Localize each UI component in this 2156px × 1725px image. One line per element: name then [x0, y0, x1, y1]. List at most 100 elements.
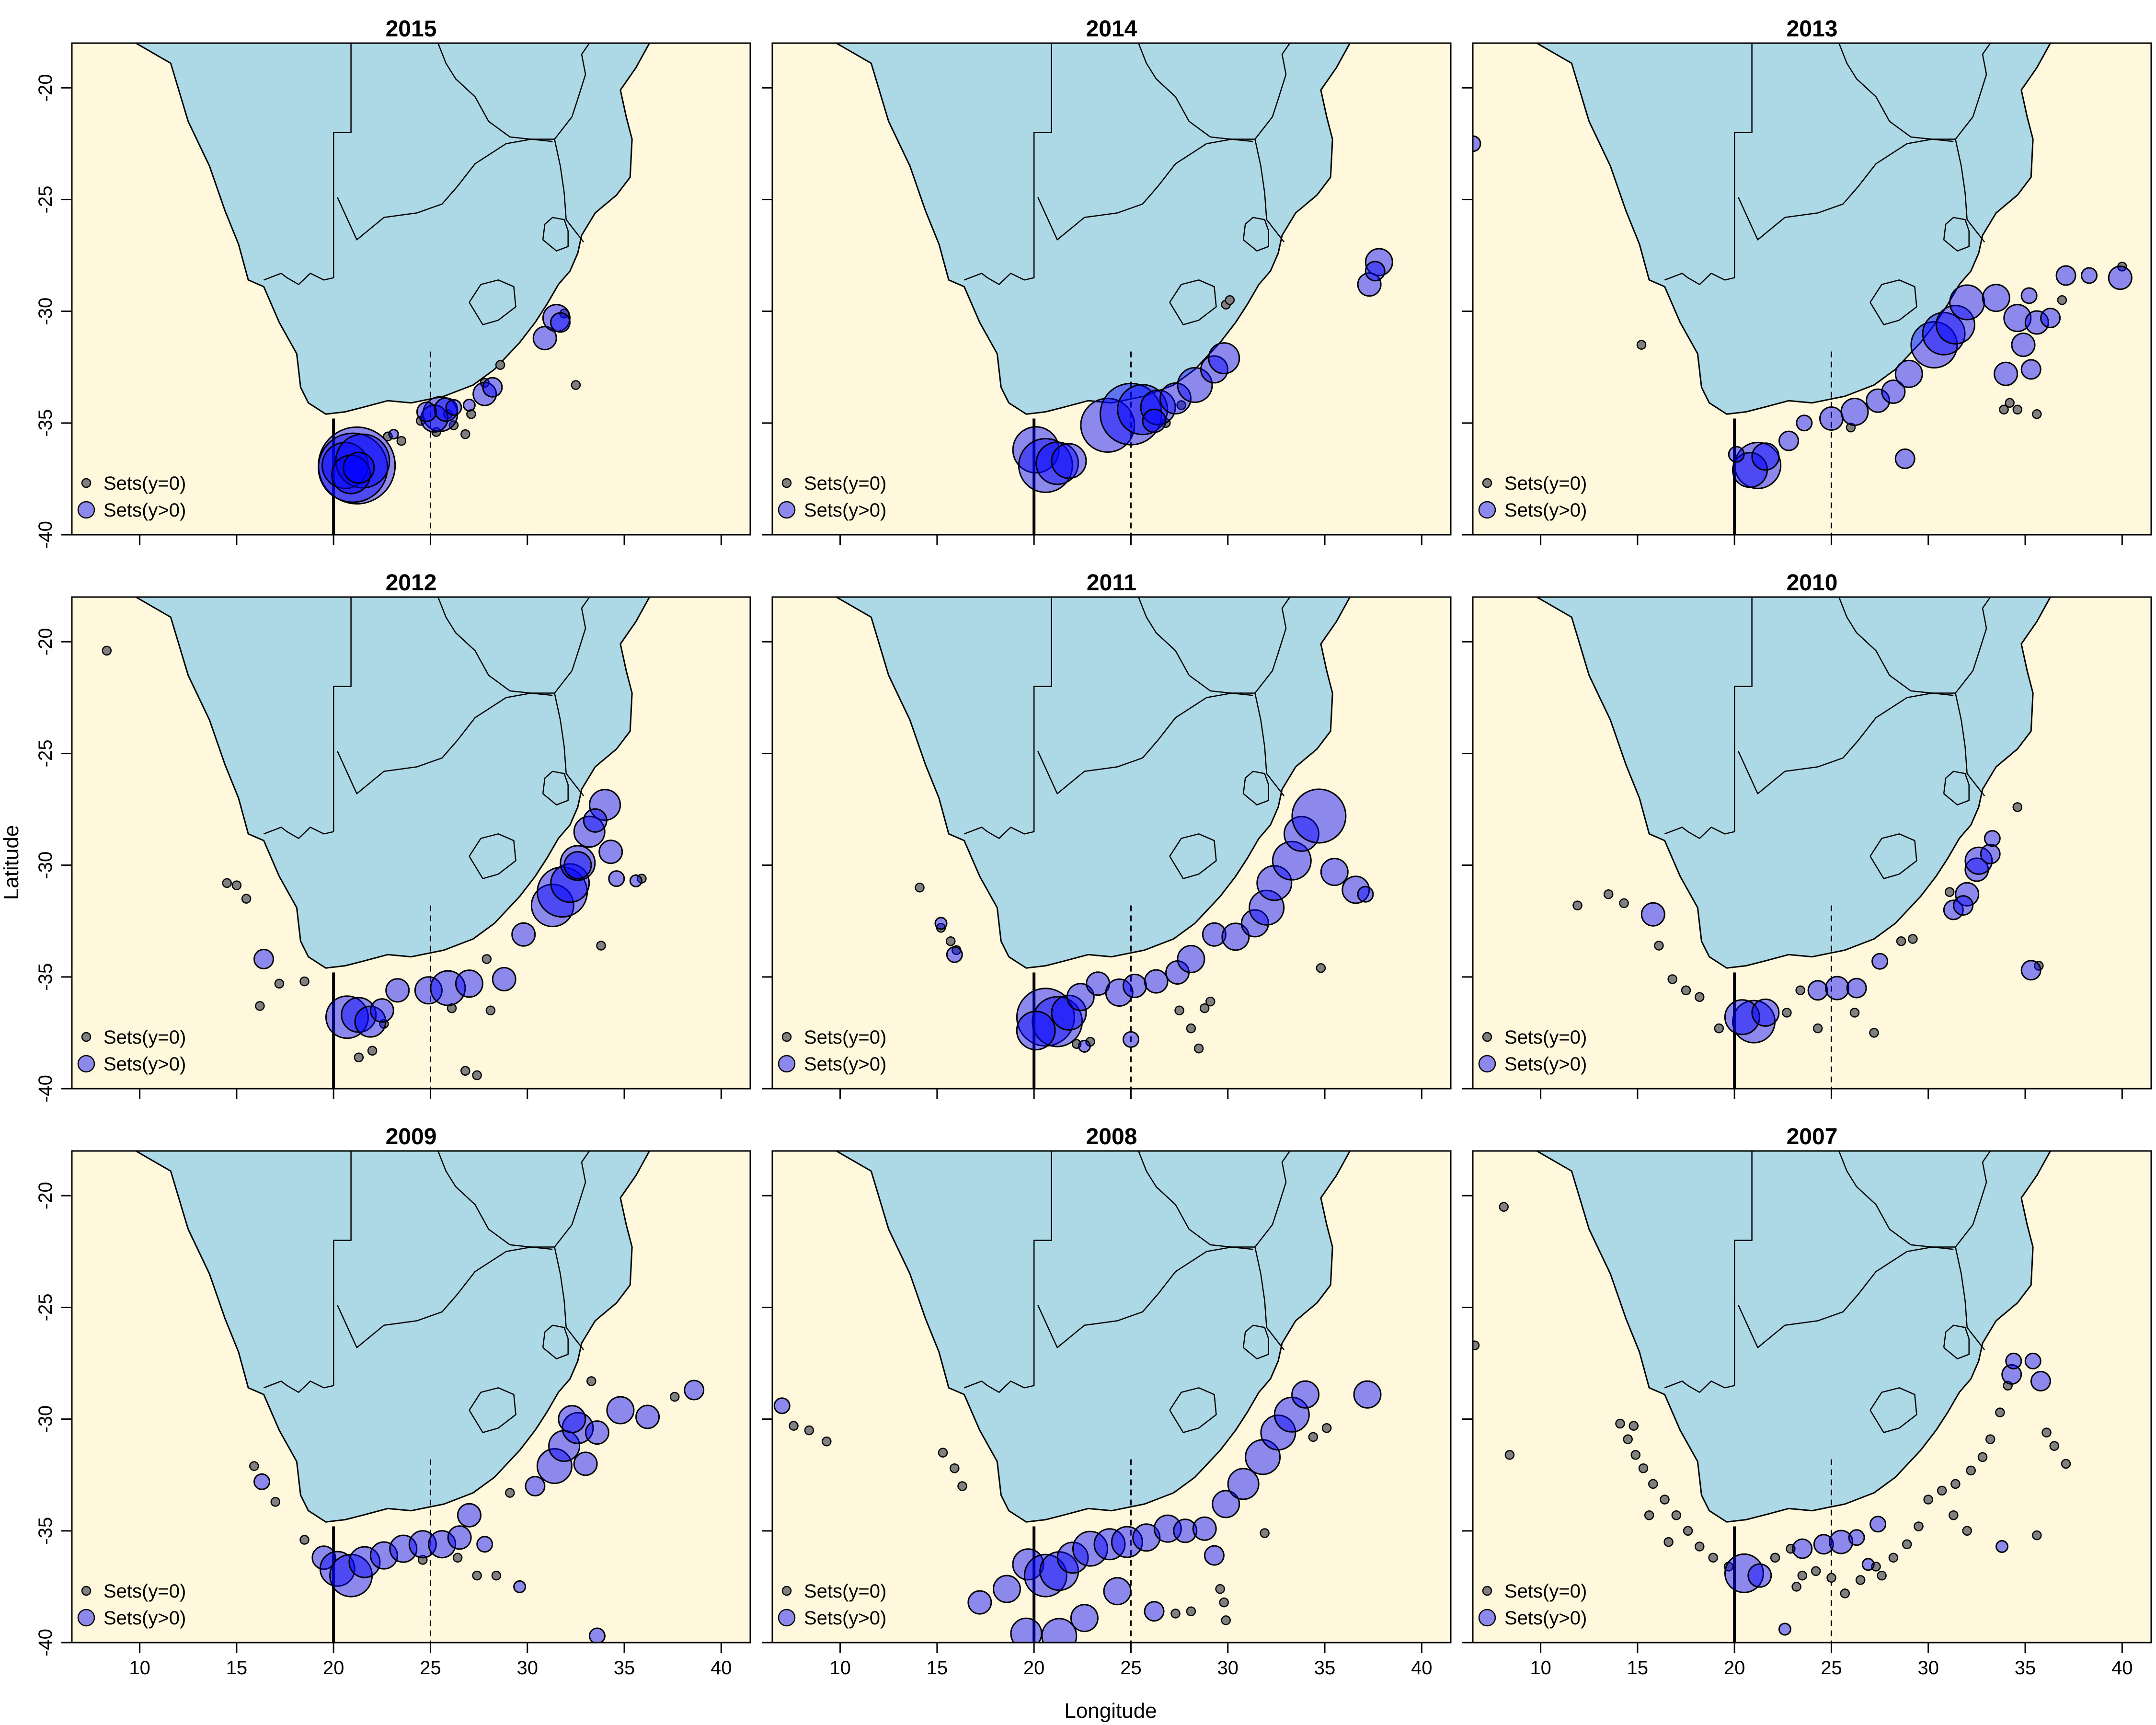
zero-set-point	[383, 431, 393, 442]
positive-set-point	[532, 326, 557, 351]
positive-set-point	[1792, 1538, 1813, 1559]
x-tick-label: 25	[1120, 1657, 1142, 1679]
country-border	[1838, 1151, 1912, 1245]
positive-set-point	[2020, 287, 2038, 304]
positive-set-point	[1994, 361, 2018, 386]
zero-set-point	[460, 1066, 470, 1076]
x-tick-label: 35	[614, 1657, 635, 1679]
positive-set-point	[1365, 261, 1386, 282]
country-border	[1738, 692, 1956, 794]
country-border	[554, 1151, 590, 1248]
positive-set-point	[348, 1546, 381, 1578]
positive-set-point	[1016, 1011, 1056, 1051]
country-border	[264, 195, 334, 285]
panel-2012: 2012 Sets(y=0) Sets(y>0) -20 -25 -30 -35 -40	[35, 570, 751, 1103]
zero-set-point	[482, 954, 492, 964]
positive-set-point	[1980, 843, 2001, 864]
zero-set-point	[2049, 1441, 2059, 1451]
x-tick-label: 40	[711, 1657, 732, 1679]
positive-set-point	[525, 1476, 546, 1496]
positive-set-point	[550, 312, 571, 333]
zero-set-point	[1219, 1597, 1229, 1608]
zero-set-point	[495, 360, 505, 370]
positive-set-point	[598, 840, 623, 864]
positive-set-point	[1778, 430, 1799, 451]
positive-set-point	[2005, 1352, 2022, 1369]
country-border	[1210, 136, 1253, 142]
positive-set-point	[1208, 342, 1240, 375]
land-outline	[1473, 597, 2151, 1089]
panel-title: 2007	[1787, 1124, 1838, 1150]
plot-area	[1473, 43, 2151, 535]
zero-set-point	[231, 880, 242, 890]
legend-zero-label: Sets(y=0)	[103, 473, 186, 494]
legend-zero-symbol	[81, 478, 92, 488]
positive-set-point	[408, 1530, 437, 1559]
zero-set-point	[1902, 1539, 1912, 1550]
zero-set-point	[1770, 1552, 1780, 1563]
zero-set-point	[1995, 1407, 2005, 1417]
legend-positive-symbol	[778, 1609, 796, 1627]
country-border	[1033, 597, 1052, 749]
country-border	[510, 690, 553, 696]
panel-title: 2008	[1086, 1124, 1137, 1150]
positive-set-point	[1320, 858, 1349, 886]
country-border	[1210, 690, 1253, 696]
panel-2013: 2013 Sets(y=0) Sets(y>0)	[1462, 16, 2152, 545]
positive-set-point	[1192, 1516, 1217, 1541]
positive-set-point	[1807, 980, 1828, 1001]
country-border	[964, 1303, 1035, 1393]
country-border	[264, 1303, 334, 1393]
plot-area	[72, 43, 750, 535]
country-border	[1254, 1151, 1291, 1248]
legend-zero-label: Sets(y=0)	[1504, 1027, 1587, 1048]
zero-set-point	[1636, 340, 1647, 350]
y-tick-label: -25	[35, 740, 56, 768]
y-tick-label: -40	[35, 521, 56, 549]
positive-set-point	[550, 863, 590, 903]
panel-title: 2012	[386, 570, 437, 596]
positive-set-point	[967, 1590, 992, 1615]
panel-frame	[1472, 596, 2152, 1090]
legend: Sets(y=0) Sets(y>0)	[778, 1027, 886, 1075]
positive-set-point	[1825, 976, 1850, 1000]
legend-zero-label: Sets(y=0)	[804, 1027, 886, 1048]
panel-2011: 2011 Sets(y=0) Sets(y>0)	[762, 570, 1452, 1099]
zero-set-point	[1499, 1202, 1509, 1212]
positive-set-point	[1291, 788, 1347, 844]
positive-set-point	[1796, 414, 1813, 432]
legend-zero-symbol	[81, 1032, 92, 1042]
zero-set-point	[1855, 1575, 1866, 1585]
country-border	[1911, 136, 1954, 142]
country-border	[333, 1151, 352, 1303]
country-border	[1955, 139, 1985, 242]
zero-set-point	[1840, 1588, 1850, 1598]
legend-positive-symbol	[1478, 1055, 1496, 1073]
zero-set-point	[1648, 1479, 1658, 1489]
positive-set-point	[1035, 441, 1079, 485]
x-tick-label: 15	[226, 1657, 248, 1679]
y-axis: -20 -25 -30 -35 -40	[35, 74, 72, 549]
zero-set-point	[2057, 295, 2067, 305]
positive-set-point	[482, 377, 503, 398]
panel-frame	[71, 1150, 751, 1644]
legend-zero-symbol	[1482, 1586, 1492, 1596]
zero-set-point	[1176, 400, 1186, 410]
zero-set-point	[1937, 1485, 1947, 1496]
land-outline	[772, 43, 1451, 535]
panel-2015: 2015 Sets(y=0) Sets(y>0) -20 -25 -30 -35 -40	[35, 16, 751, 549]
positive-set-point	[1177, 945, 1205, 973]
zero-set-point	[1683, 1526, 1693, 1536]
country-border	[1733, 1151, 1753, 1303]
positive-set-point	[1256, 865, 1293, 901]
positive-set-point	[1840, 398, 1869, 426]
country-border	[1210, 1244, 1253, 1250]
positive-set-point	[1291, 1380, 1320, 1409]
positive-set-point	[385, 978, 410, 1003]
positive-set-point	[585, 1420, 609, 1445]
positive-set-point	[253, 1473, 270, 1490]
positive-set-point	[1747, 1563, 1772, 1588]
map-panels: 2015Sets(y=0)Sets(y>0)-20-25-30-35-40201…	[35, 16, 2152, 1679]
x-tick-label: 20	[1724, 1657, 1745, 1679]
